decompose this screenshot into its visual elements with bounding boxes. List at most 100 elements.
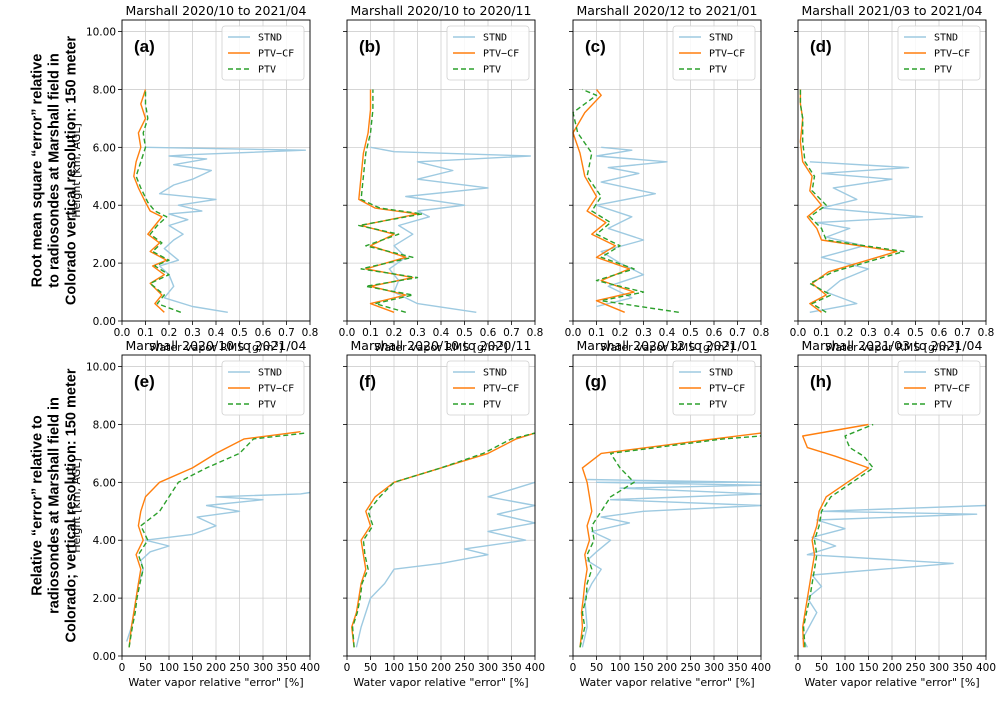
row-label-bottom: Relative “error” relative to radiosondes… [30,331,81,681]
panel-f-xtick-label: 50 [364,662,377,674]
panel-b-letter: (b) [359,37,381,56]
panel-f-xtick-label: 150 [407,662,427,674]
panel-b-xtick-label: 0.0 [339,327,356,339]
panel-a-ytick-label: 4.00 [93,200,116,212]
panel-f-xtick-label: 300 [478,662,498,674]
panel-d-xtick-label: 0.7 [954,327,971,339]
panel-a-xtick-label: 0.4 [208,327,225,339]
panel-a-letter: (a) [134,37,155,56]
panel-b-xtick-label: 0.7 [503,327,520,339]
panel-d-xlabel: Water vapor RMS [g/m3] [825,340,959,354]
panel-d-legend-label: PTV−CF [934,49,970,60]
panel-b-xtick-label: 0.8 [527,327,544,339]
panel-c-xtick-label: 0.1 [588,327,605,339]
panel-e-frame [121,354,311,657]
panel-e-xtick-label: 250 [229,662,249,674]
panel-f-legend-label: PTV [483,400,501,411]
panel-b-frame [346,19,536,322]
panel-d-xtick-label: 0.0 [790,327,807,339]
panel-f-legend-label: STND [483,368,507,379]
panel-f-legend [446,360,530,416]
panel-h-xtick-label: 400 [976,662,996,674]
panel-b-xtick-label: 0.5 [456,327,473,339]
panel-b-series-ptv [358,89,423,313]
panel-d-xtick-label: 0.4 [884,327,901,339]
panel-h-xtick-label: 50 [815,662,828,674]
panel-b-xtick-label: 0.3 [409,327,426,339]
panel-b-xtick-label: 0.4 [433,327,450,339]
panel-d-legend [897,25,981,81]
panel-g-title: Marshall 2020/12 to 2021/01 [577,338,758,353]
panel-b-legend-label: STND [483,33,507,44]
panel-b-title: Marshall 2020/10 to 2020/11 [351,3,532,18]
panel-a-legend-label: PTV [258,65,276,76]
panel-b-xtick-label: 0.6 [480,327,497,339]
panel-d-series-ptv-cf [799,89,898,313]
panel-e-xtick-label: 200 [206,662,226,674]
panel-b-legend [446,25,530,81]
panel-h-xtick-label: 150 [858,662,878,674]
panel-c-legend-label: PTV−CF [709,49,745,60]
panel-g-xtick-label: 400 [751,662,771,674]
panel-h-legend-label: STND [934,368,958,379]
panel-d-legend-label: STND [934,33,958,44]
panel-a-frame [121,19,311,322]
panel-a-legend-label: PTV−CF [258,49,294,60]
panel-g-legend [672,360,756,416]
panel-h-xtick-label: 0 [795,662,802,674]
panel-d-series-ptv [799,89,905,313]
panel-d-frame [797,19,987,322]
panel-b-legend-label: PTV [483,65,501,76]
panel-e-ytick-label: 0.00 [93,651,116,663]
panel-f-xtick-label: 200 [431,662,451,674]
panel-g-legend-label: PTV [709,400,727,411]
panel-c-xtick-label: 0.5 [682,327,699,339]
panel-g-xtick-label: 100 [610,662,630,674]
panel-b-xlabel: Water vapor RMS [g/m3] [374,340,508,354]
panel-h-title: Marshall 2021/03 to 2021/04 [802,338,983,353]
row-label-bottom-line-2: radiosondes at Marshall field in [46,397,63,614]
panel-c-xtick-label: 0.3 [635,327,652,339]
panel-e-xtick-label: 300 [253,662,273,674]
panel-b-series-stnd [370,146,531,313]
panel-e-series-ptv [128,432,306,648]
panel-f-series-ptv-cf [351,432,536,648]
panel-h-legend-label: PTV [934,400,952,411]
panel-d-legend-label: PTV [934,65,952,76]
panel-e-xtick-label: 150 [182,662,202,674]
panel-b-xtick-label: 0.2 [386,327,403,339]
panel-a-series-ptv [135,89,182,313]
panel-c-xtick-label: 0.0 [565,327,582,339]
panel-d-xtick-label: 0.1 [813,327,830,339]
panel-g-xlabel: Water vapor relative "error" [%] [579,676,754,689]
panel-c-series-ptv [572,88,679,313]
panel-h-xtick-label: 300 [929,662,949,674]
panel-f-series-ptv [351,432,536,648]
panel-c-letter: (c) [585,37,606,56]
panel-g-series-stnd [581,478,762,648]
panel-h-series-stnd [802,504,987,648]
panel-h-legend-label: PTV−CF [934,384,970,395]
panel-e-legend-label: PTV−CF [258,384,294,395]
panel-c-series-stnd [595,146,668,308]
panel-e-legend-label: PTV [258,400,276,411]
panel-g-xtick-label: 200 [657,662,677,674]
panel-f-legend-label: PTV−CF [483,384,519,395]
panel-h-series-ptv-cf [802,423,870,648]
ylabel-row-2: Height [km, AGL] [70,458,83,553]
panel-e-title: Marshall 2020/10 to 2021/04 [126,338,307,353]
panel-h-xlabel: Water vapor relative "error" [%] [804,676,979,689]
panel-a-ytick-label: 8.00 [93,84,116,96]
panel-e-legend-label: STND [258,368,282,379]
panel-e-xtick-label: 0 [119,662,126,674]
panel-h-xtick-label: 100 [835,662,855,674]
panel-e-xtick-label: 350 [276,662,296,674]
panel-a-series-stnd [145,146,306,313]
panel-g-series-ptv [579,435,762,648]
panel-f-xtick-label: 100 [384,662,404,674]
panel-c-legend-label: STND [709,33,733,44]
panel-g-xtick-label: 300 [704,662,724,674]
panel-h-xtick-label: 200 [882,662,902,674]
panel-c-legend-label: PTV [709,65,727,76]
